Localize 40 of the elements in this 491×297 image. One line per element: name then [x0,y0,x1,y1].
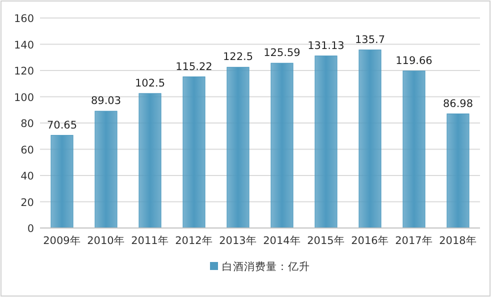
x-tick-label: 2012年 [175,235,213,247]
x-tick-label: 2009年 [43,235,81,247]
y-tick-label: 100 [14,92,34,104]
data-label: 131.13 [308,40,344,52]
bar [226,66,250,228]
bar [50,134,74,228]
y-tick-label: 160 [14,13,34,25]
data-label: 102.5 [134,77,166,90]
data-label: 70.65 [46,119,78,132]
bar [270,62,294,228]
x-tick-label: 2013年 [219,235,257,247]
data-label: 89.03 [90,95,122,108]
data-label: 86.98 [442,98,474,110]
bar [402,70,426,228]
x-tick-label: 2018年 [439,235,477,247]
data-label: 115.22 [176,60,212,73]
x-tick-label: 2015年 [307,235,345,247]
bar [314,56,338,228]
y-tick-label: 0 [27,223,34,235]
x-tick-label: 2017年 [395,235,433,247]
bar [446,114,470,228]
y-tick-label: 20 [20,196,34,209]
bar [358,50,382,228]
y-tick-label: 80 [20,118,34,130]
x-tick-label: 2010年 [87,235,125,247]
x-tick-label: 2011年 [131,235,169,247]
legend-label: 白酒消费量：亿升 [222,260,310,273]
data-label: 125.59 [264,47,300,60]
data-label: 119.66 [396,54,433,67]
x-tick-label: 2014年 [263,235,301,247]
data-label: 135.7 [354,34,386,46]
y-tick-label: 40 [20,170,34,182]
bar [94,110,118,228]
bar [138,93,162,228]
data-label: 122.5 [222,51,254,64]
y-tick-label: 60 [20,144,34,156]
y-tick-label: 140 [14,39,34,52]
x-tick-label: 2016年 [351,235,389,247]
bar [182,76,206,228]
y-tick-label: 120 [14,66,34,78]
